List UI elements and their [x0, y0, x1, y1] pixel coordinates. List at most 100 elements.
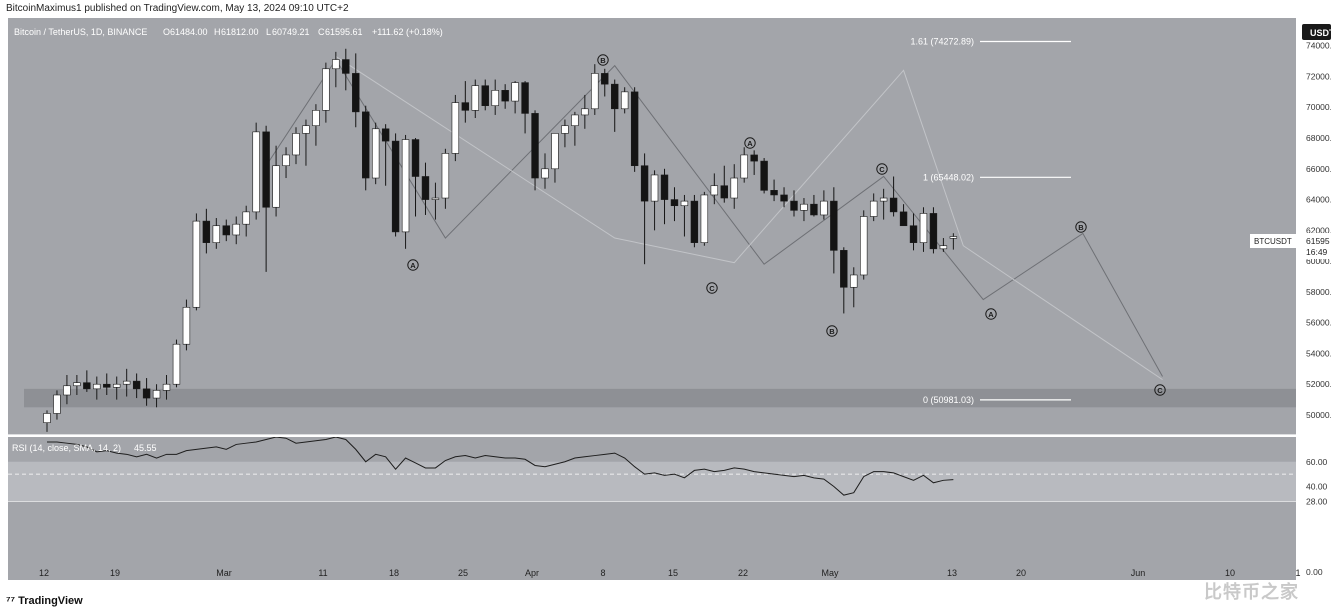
rsi-band	[8, 461, 1296, 502]
ohlc-open-label: O	[163, 27, 170, 37]
chart-area[interactable]: 1.61 (74272.89) 1 (65448.02) 0 (50981.03) …	[0, 18, 1331, 580]
price-tick: 62000.00	[1306, 225, 1331, 235]
candle-body	[461, 102, 470, 111]
time-tick: May	[821, 568, 839, 578]
ohlc-high-label: H	[214, 27, 221, 37]
candle-body	[630, 91, 639, 167]
price-tick: 58000.00	[1306, 287, 1331, 297]
candle-body	[879, 197, 888, 202]
candle-body	[103, 383, 111, 388]
candle-body	[342, 59, 350, 74]
time-tick: 19	[110, 568, 120, 578]
wave-label: C	[1157, 386, 1163, 395]
wave-label-circle	[826, 325, 838, 337]
candle-body	[242, 211, 250, 225]
price-tick: 64000.00	[1306, 195, 1331, 205]
fib-level-label: 0 (50981.03)	[923, 395, 974, 405]
ohlc-open: 61484.00	[170, 27, 208, 37]
ohlc-close-label: C	[318, 27, 325, 37]
candle-body	[561, 125, 569, 134]
symbol-tag-label: BTCUSDT	[1254, 237, 1292, 246]
ohlc-change: +111.62 (+0.18%)	[372, 27, 443, 37]
support-zone	[24, 388, 1296, 408]
time-tick: 22	[738, 568, 748, 578]
price-tick: 52000.00	[1306, 379, 1331, 389]
price-chart-svg[interactable]: 1.61 (74272.89)1 (65448.02)0 (50981.03) …	[0, 18, 1331, 580]
candle-body	[73, 382, 81, 387]
wave-label-circle	[597, 54, 609, 66]
candle-body	[411, 139, 420, 177]
time-tick: 10	[1225, 568, 1235, 578]
last-price: 61595	[1306, 236, 1330, 246]
wave-label: B	[1078, 223, 1084, 232]
candle-body	[720, 185, 728, 199]
time-tick: Apr	[525, 568, 539, 578]
time-tick: 8	[600, 568, 605, 578]
candle-body	[252, 131, 260, 213]
candle-body	[182, 306, 191, 345]
candle-body	[441, 153, 450, 199]
candle-body	[740, 154, 748, 179]
candle-body	[272, 165, 280, 208]
candle-body	[53, 394, 61, 414]
candle-body	[172, 343, 181, 385]
bar-countdown: 16:49	[1306, 247, 1328, 257]
price-tick: 54000.00	[1306, 348, 1331, 358]
time-tick: 15	[668, 568, 678, 578]
price-tick: 60000.00	[1306, 256, 1331, 266]
candle-body	[790, 200, 798, 211]
currency-badge[interactable]	[1302, 24, 1331, 40]
candle-body	[501, 90, 509, 102]
candle-body	[93, 383, 101, 390]
wave-label: C	[709, 284, 715, 293]
candle-body	[83, 382, 91, 390]
publish-header: BitcoinMaximus1 published on TradingView…	[0, 0, 1331, 18]
candle-body	[869, 200, 878, 217]
candle-body	[860, 216, 868, 276]
candle-body	[481, 85, 489, 107]
candle-body	[451, 102, 460, 154]
wave-label-circle	[1154, 384, 1166, 396]
rsi-legend-value: 45.55	[134, 443, 157, 453]
candle-body	[640, 165, 649, 202]
candle-body	[531, 113, 539, 179]
tradingview-logo-icon: ⁷⁷	[6, 595, 16, 607]
candle-body	[730, 177, 738, 199]
ohlc-high: 61812.00	[221, 27, 259, 37]
candle-body	[371, 128, 380, 179]
candle-body	[660, 174, 669, 200]
footer-bar: ⁷⁷ TradingView 比特币之家	[0, 582, 1331, 615]
wave-label-circle	[985, 308, 997, 320]
candle-body	[949, 236, 958, 239]
candle-body	[63, 385, 71, 396]
candle-body	[152, 390, 161, 399]
wave-label-circle	[706, 282, 718, 294]
price-tick: 68000.00	[1306, 133, 1331, 143]
time-tick: Mar	[216, 568, 232, 578]
rsi-tick: 28.00	[1306, 496, 1328, 506]
candle-body	[581, 108, 589, 116]
candle-body	[770, 190, 778, 196]
wave-label-circle	[876, 163, 888, 175]
tradingview-logo[interactable]: ⁷⁷ TradingView	[6, 595, 83, 607]
candle-body	[551, 133, 559, 170]
last-price-badge	[1302, 233, 1331, 259]
candle-body	[192, 220, 201, 308]
candle-body	[700, 194, 709, 243]
candle-body	[909, 225, 918, 243]
candle-body	[690, 200, 699, 243]
price-tick: 70000.00	[1306, 102, 1331, 112]
candle-body	[810, 203, 818, 216]
candle-body	[202, 220, 211, 243]
candle-body	[750, 154, 758, 162]
candle-body	[939, 245, 948, 250]
candle-body	[391, 140, 400, 233]
candle-body	[760, 160, 768, 191]
candle-body	[919, 213, 928, 243]
time-tick: 18	[389, 568, 399, 578]
price-tick: 74000.00	[1306, 41, 1331, 51]
wave-count-line	[265, 58, 1163, 377]
candle-body	[710, 185, 719, 196]
wave-label: A	[747, 139, 753, 148]
candle-body	[43, 413, 51, 423]
